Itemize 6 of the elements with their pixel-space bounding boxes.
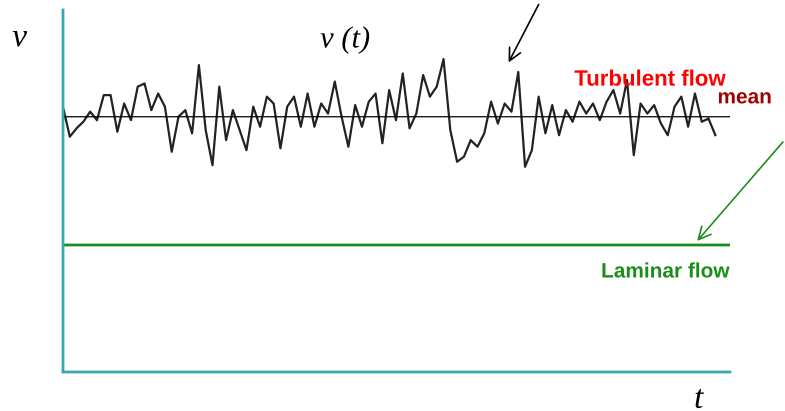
y-axis-title: v [12,31,28,47]
legend-label: Laminar flow [602,262,730,278]
ref-line-label: mean [718,92,771,104]
annotation: Turbulent flow [574,70,726,86]
text: v (t) [320,26,370,54]
x-axis-title: t [696,389,704,408]
